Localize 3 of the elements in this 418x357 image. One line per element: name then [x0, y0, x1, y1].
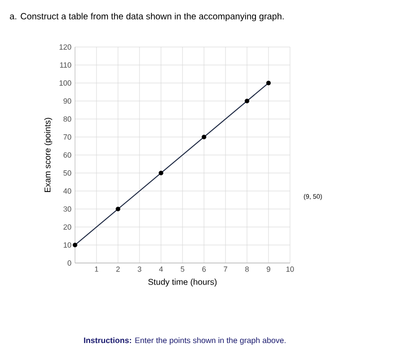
- chart-title: a. Construct a table from the data shown in the accompanying graph.: [10, 12, 284, 22]
- x-axis-title: Study time (hours): [148, 278, 217, 287]
- y-axis-title: Exam score (points): [44, 118, 52, 192]
